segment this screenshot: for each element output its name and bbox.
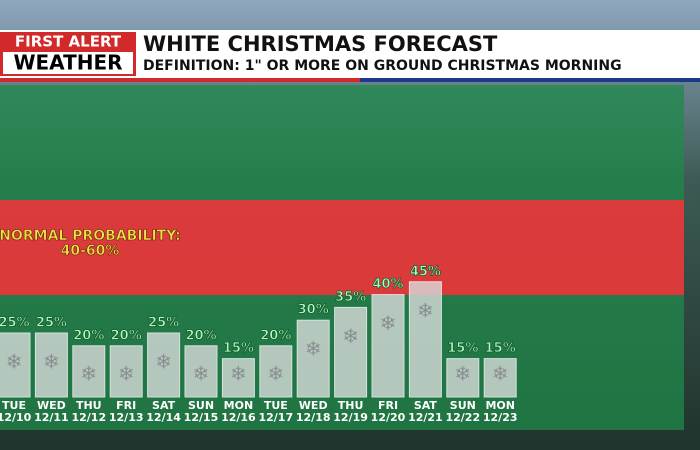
bar (483, 358, 517, 398)
logo-line2: WEATHER (13, 51, 122, 75)
bar (221, 358, 255, 398)
x-tick-label: THU (76, 399, 102, 412)
value-label: 20% (73, 328, 104, 343)
value-label: 20% (185, 328, 216, 343)
header-stripe-red (0, 78, 360, 82)
x-tick-label: 12/18 (296, 411, 331, 424)
value-label: 25% (0, 316, 30, 331)
snowflake-icon: ❄ (6, 350, 23, 374)
bar (109, 345, 143, 398)
x-tick-label: 12/19 (333, 411, 368, 424)
snowflake-icon: ❄ (230, 362, 247, 386)
bar (259, 345, 293, 398)
upper-band (0, 85, 684, 200)
x-tick-label: MON (485, 399, 515, 412)
x-tick-label: 12/23 (483, 411, 518, 424)
x-tick-label: SUN (188, 399, 214, 412)
bar (408, 281, 442, 398)
normal-band (0, 200, 684, 295)
bar (0, 332, 31, 398)
bar (184, 345, 218, 398)
snowflake-icon: ❄ (342, 324, 359, 348)
value-label: 35% (335, 290, 366, 305)
bar (72, 345, 106, 398)
bar (371, 294, 405, 398)
x-tick-label: 12/17 (258, 411, 293, 424)
x-tick-label: 12/15 (184, 411, 219, 424)
annotation-label: NORMAL PROBABILITY: (0, 228, 181, 244)
bar (296, 319, 330, 398)
x-tick-label: FRI (116, 399, 136, 412)
logo-inner (3, 52, 133, 74)
logo-line1: FIRST ALERT (15, 33, 122, 51)
snowflake-icon: ❄ (80, 362, 97, 386)
value-label: 30% (298, 303, 329, 318)
chart-subtitle: DEFINITION: 1" OR MORE ON GROUND CHRISTM… (143, 58, 622, 74)
x-tick-label: 12/20 (371, 411, 406, 424)
x-tick-label: 12/16 (221, 411, 256, 424)
x-tick-label: THU (338, 399, 364, 412)
x-tick-label: 12/11 (34, 411, 69, 424)
x-tick-label: 12/22 (445, 411, 480, 424)
x-tick-label: 12/21 (408, 411, 443, 424)
value-label: 20% (111, 328, 142, 343)
bar (334, 306, 368, 398)
snowflake-icon: ❄ (380, 311, 397, 335)
value-label: 15% (223, 341, 254, 356)
snowflake-icon: ❄ (155, 350, 172, 374)
snowflake-icon: ❄ (267, 362, 284, 386)
x-tick-label: 12/10 (0, 411, 32, 424)
x-tick-label: FRI (378, 399, 398, 412)
x-tick-label: TUE (264, 399, 288, 412)
value-label: 25% (36, 316, 67, 331)
snowflake-icon: ❄ (193, 362, 210, 386)
x-tick-label: TUE (2, 399, 26, 412)
annotation-range: 40-60% (61, 243, 120, 259)
x-tick-label: MON (224, 399, 254, 412)
value-label: 20% (260, 328, 291, 343)
value-label: 40% (372, 277, 403, 292)
bar (147, 332, 181, 398)
snowflake-icon: ❄ (454, 362, 471, 386)
value-label: 25% (148, 316, 179, 331)
value-label: 45% (410, 264, 441, 279)
value-label: 15% (447, 341, 478, 356)
x-tick-label: 12/12 (71, 411, 106, 424)
bar (34, 332, 68, 398)
x-tick-label: WED (37, 399, 66, 412)
x-tick-label: SUN (450, 399, 476, 412)
x-tick-label: WED (299, 399, 328, 412)
snowflake-icon: ❄ (492, 362, 509, 386)
x-tick-label: 12/13 (109, 411, 144, 424)
value-label: 15% (485, 341, 516, 356)
header-stripe-blue (360, 78, 700, 82)
snowflake-icon: ❄ (305, 337, 322, 361)
chart-title: WHITE CHRISTMAS FORECAST (143, 32, 498, 56)
x-tick-label: SAT (152, 399, 176, 412)
x-tick-label: 12/14 (146, 411, 181, 424)
x-tick-label: SAT (414, 399, 438, 412)
snowflake-icon: ❄ (417, 298, 434, 322)
snowflake-icon: ❄ (43, 350, 60, 374)
snowflake-icon: ❄ (118, 362, 135, 386)
bar (446, 358, 480, 398)
